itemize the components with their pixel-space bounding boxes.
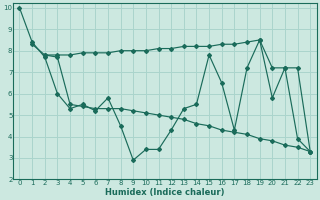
X-axis label: Humidex (Indice chaleur): Humidex (Indice chaleur) — [105, 188, 225, 197]
